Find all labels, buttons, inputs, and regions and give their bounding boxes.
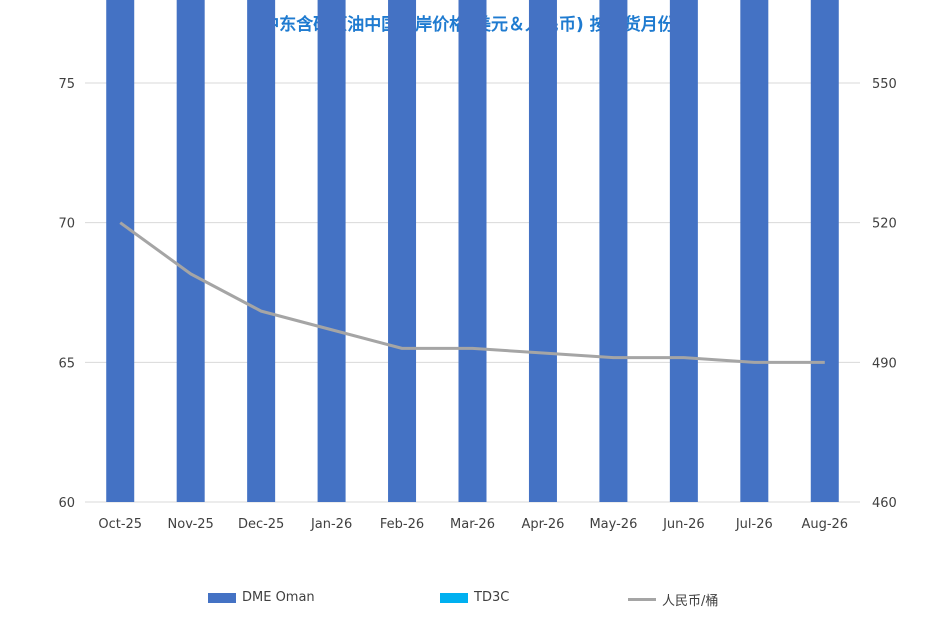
bar-dme-oman <box>528 0 557 502</box>
x-tick-label: Apr-26 <box>522 517 565 532</box>
legend-item-dme-oman: DME Oman <box>208 590 315 605</box>
right-tick-label: 550 <box>872 77 897 92</box>
legend-label: 人民币/桶 <box>662 594 719 609</box>
legend-item-rmb: 人民币/桶 <box>628 590 718 609</box>
right-tick-label: 490 <box>872 356 897 371</box>
x-tick-label: Dec-25 <box>238 517 284 532</box>
right-tick-label: 520 <box>872 217 897 232</box>
right-tick-label: 460 <box>872 496 897 511</box>
bar-dme-oman <box>458 0 487 502</box>
legend-swatch <box>440 592 468 603</box>
line-rmb-per-barrel <box>119 221 825 364</box>
x-tick-label: Aug-26 <box>801 517 848 532</box>
bar-dme-oman <box>176 0 205 502</box>
legend-label: TD3C <box>474 590 510 605</box>
bar-dme-oman <box>599 0 628 502</box>
legend-swatch <box>208 592 236 603</box>
legend-item-td3c: TD3C <box>440 590 509 605</box>
left-tick-label: 70 <box>58 217 75 232</box>
left-tick-label: 65 <box>58 356 75 371</box>
x-tick-label: May-26 <box>589 517 637 532</box>
x-tick-label: Mar-26 <box>450 517 495 532</box>
x-tick-label: Jul-26 <box>735 517 773 532</box>
bar-dme-oman <box>810 0 839 502</box>
x-tick-label: Oct-25 <box>98 517 142 532</box>
bar-dme-oman <box>740 0 769 502</box>
x-tick-label: Feb-26 <box>380 517 424 532</box>
bar-dme-oman <box>317 0 346 502</box>
bar-dme-oman <box>669 0 698 502</box>
x-tick-label: Jun-26 <box>662 517 705 532</box>
bar-dme-oman <box>106 0 135 502</box>
legend-line <box>628 598 656 601</box>
bar-dme-oman <box>247 0 276 502</box>
x-tick-label: Nov-25 <box>168 517 214 532</box>
left-tick-label: 60 <box>58 496 75 511</box>
legend-label: DME Oman <box>242 590 315 605</box>
bar-dme-oman <box>388 0 417 502</box>
x-tick-label: Jan-26 <box>310 517 352 532</box>
left-tick-label: 75 <box>58 77 75 92</box>
